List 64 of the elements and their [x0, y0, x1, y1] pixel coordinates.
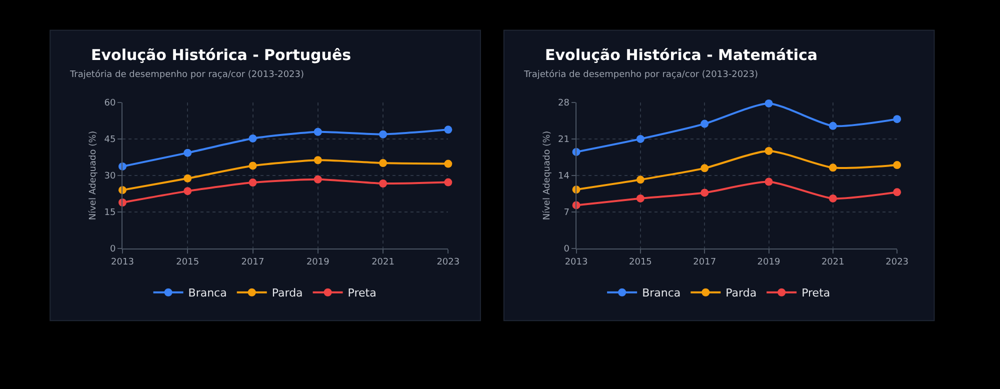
y-axis-title: Nível Adequado (%) [88, 130, 99, 220]
point [764, 99, 773, 108]
point [379, 180, 388, 188]
point [893, 188, 902, 196]
point [184, 148, 192, 157]
legend-label: Parda [726, 286, 757, 300]
x-tick-label: 2021 [372, 257, 394, 268]
point [248, 134, 257, 142]
y-tick-label: 7 [564, 208, 570, 218]
x-tick-label: 2017 [241, 257, 264, 268]
chart-subtitle: Trajetória de desempenho por raça/cor (2013-2023) [523, 69, 758, 80]
point [764, 178, 773, 186]
point [444, 178, 452, 186]
point [248, 162, 257, 170]
x-tick-label: 2019 [757, 257, 780, 268]
point [828, 122, 837, 130]
legend-label: Preta [348, 286, 376, 300]
x-tick-label: 2017 [693, 257, 716, 268]
point [444, 160, 452, 168]
point [248, 178, 257, 187]
point [379, 159, 388, 168]
point [184, 187, 192, 196]
y-tick-label: 60 [104, 98, 116, 109]
legend-label: Branca [188, 286, 227, 300]
point [700, 164, 709, 172]
x-tick-label: 2019 [306, 257, 330, 268]
point [893, 115, 902, 124]
point [184, 174, 192, 182]
y-tick-label: 0 [564, 244, 570, 255]
x-tick-label: 2015 [628, 257, 652, 268]
y-tick-label: 0 [110, 244, 116, 255]
point [893, 161, 902, 170]
point [828, 164, 837, 172]
x-tick-label: 2013 [564, 257, 588, 268]
point [314, 156, 322, 164]
x-tick-label: 2021 [821, 257, 844, 268]
point [636, 134, 644, 143]
chart-title: Evolução Histórica - Português [91, 46, 352, 64]
point [828, 194, 837, 202]
point [700, 188, 709, 197]
x-tick-label: 2023 [436, 257, 460, 268]
x-tick-label: 2015 [176, 257, 200, 268]
y-tick-label: 21 [558, 135, 570, 146]
y-tick-label: 15 [104, 208, 116, 218]
y-axis-title: Nível Adequado (%) [541, 130, 552, 220]
point [636, 176, 644, 184]
point [314, 128, 322, 136]
point [314, 175, 322, 184]
point [700, 120, 709, 128]
point [636, 194, 644, 202]
legend-label: Parda [272, 286, 303, 300]
y-tick-label: 30 [104, 172, 116, 182]
y-tick-label: 14 [558, 172, 570, 182]
y-tick-label: 45 [104, 135, 116, 146]
legend-label: Branca [642, 286, 681, 300]
point [764, 146, 773, 155]
legend-label: Preta [802, 286, 830, 300]
point [379, 130, 388, 138]
chart-subtitle: Trajetória de desempenho por raça/cor (2013-2023) [69, 69, 304, 80]
x-tick-label: 2013 [111, 257, 134, 268]
y-tick-label: 28 [558, 98, 570, 109]
point [444, 126, 452, 134]
chart-title: Evolução Histórica - Matemática [545, 46, 818, 64]
x-tick-label: 2023 [886, 257, 909, 268]
